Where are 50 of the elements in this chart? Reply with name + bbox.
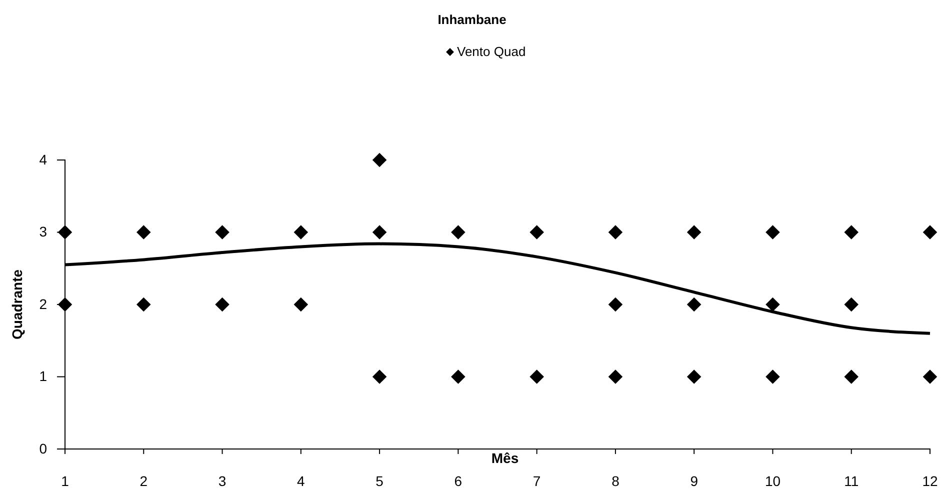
point: [58, 225, 72, 240]
point: [136, 225, 151, 240]
point: [294, 297, 308, 312]
point: [922, 225, 938, 240]
x-axis-title: Mês: [491, 450, 519, 466]
point: [372, 152, 387, 168]
point: [530, 225, 544, 240]
x-tick-label: 12: [922, 472, 938, 489]
point: [608, 297, 623, 312]
x-tick-label: 11: [844, 472, 859, 489]
x-tick-label: 9: [690, 472, 698, 489]
point: [844, 297, 859, 312]
point: [451, 225, 466, 240]
y-tick-label: 1: [39, 368, 48, 384]
point: [451, 370, 466, 384]
point: [608, 225, 623, 240]
point: [844, 225, 859, 240]
y-tick-label: 2: [39, 296, 48, 312]
point: [58, 297, 72, 312]
point: [844, 370, 859, 384]
point: [372, 370, 387, 384]
x-tick-label: 8: [612, 472, 620, 489]
legend-label: Vento Quad: [457, 44, 526, 59]
point: [686, 225, 702, 240]
x-tick-label: 10: [764, 472, 781, 489]
chart-title: Inhambane: [438, 12, 506, 27]
y-tick-label: 3: [39, 224, 48, 240]
point: [766, 297, 780, 312]
point: [766, 225, 780, 240]
point: [215, 297, 230, 312]
point: [686, 297, 702, 312]
point: [922, 370, 938, 384]
x-tick-label: 4: [297, 472, 306, 489]
point: [136, 297, 151, 312]
point: [530, 370, 544, 384]
x-tick-label: 5: [376, 472, 384, 489]
x-tick-label: 1: [61, 472, 70, 489]
point: [294, 225, 308, 240]
x-tick-label: 6: [454, 472, 462, 489]
x-tick-label: 2: [140, 472, 148, 489]
y-tick-label: 4: [39, 151, 48, 168]
point: [686, 370, 702, 384]
x-tick-label: 7: [532, 472, 541, 489]
point: [766, 370, 780, 384]
y-axis-title: Quadrante: [9, 269, 25, 340]
point: [215, 225, 230, 240]
x-tick-label: 3: [218, 472, 226, 489]
point: [608, 370, 623, 384]
y-tick-label: 0: [39, 440, 48, 456]
point: [372, 225, 387, 240]
